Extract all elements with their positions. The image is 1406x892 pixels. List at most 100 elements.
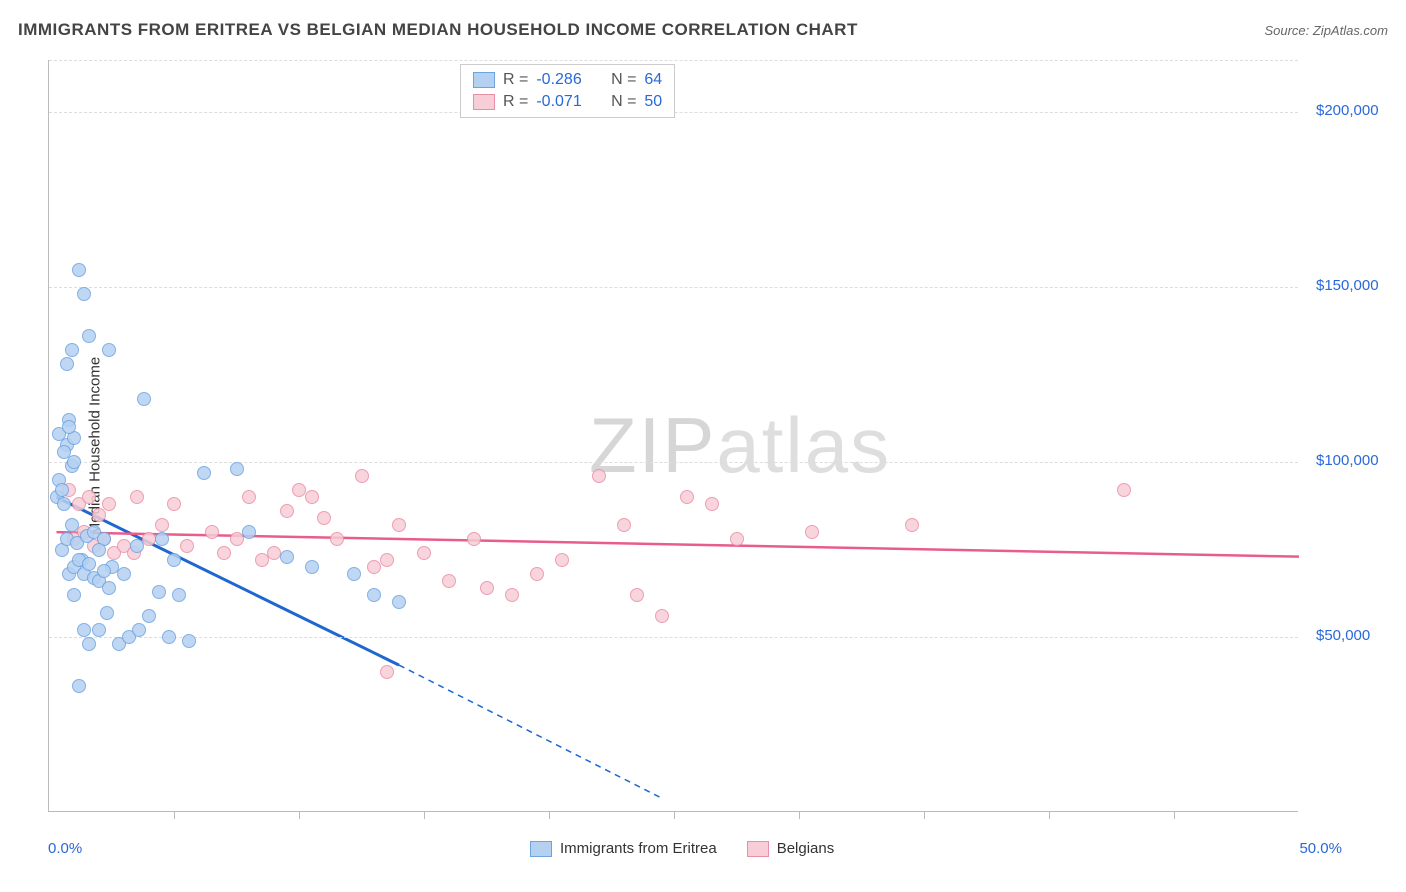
- data-point: [442, 574, 456, 588]
- data-point: [617, 518, 631, 532]
- data-point: [137, 392, 151, 406]
- correlation-legend: R = -0.286 N = 64 R = -0.071 N = 50: [460, 64, 675, 118]
- data-point: [280, 550, 294, 564]
- data-point: [905, 518, 919, 532]
- legend-n-label: N =: [611, 93, 636, 111]
- y-tick-label: $100,000: [1316, 452, 1379, 469]
- data-point: [305, 560, 319, 574]
- series-legend-item: Belgians: [747, 840, 835, 857]
- data-point: [180, 539, 194, 553]
- gridline-h: [49, 60, 1298, 61]
- data-point: [280, 504, 294, 518]
- data-point: [355, 469, 369, 483]
- data-point: [92, 543, 106, 557]
- data-point: [317, 511, 331, 525]
- data-point: [60, 357, 74, 371]
- data-point: [205, 525, 219, 539]
- data-point: [805, 525, 819, 539]
- data-point: [72, 263, 86, 277]
- chart-source: Source: ZipAtlas.com: [1264, 23, 1388, 38]
- data-point: [680, 490, 694, 504]
- data-point: [730, 532, 744, 546]
- chart-header: IMMIGRANTS FROM ERITREA VS BELGIAN MEDIA…: [18, 20, 1388, 40]
- data-point: [102, 497, 116, 511]
- data-point: [705, 497, 719, 511]
- data-point: [130, 490, 144, 504]
- legend-n-label: N =: [611, 71, 636, 89]
- data-point: [1117, 483, 1131, 497]
- data-point: [92, 623, 106, 637]
- x-tick: [424, 811, 425, 819]
- data-point: [242, 525, 256, 539]
- data-point: [655, 609, 669, 623]
- trend-lines: [49, 60, 1299, 812]
- data-point: [97, 564, 111, 578]
- series-legend-item: Immigrants from Eritrea: [530, 840, 717, 857]
- data-point: [367, 588, 381, 602]
- series-legend: Immigrants from Eritrea Belgians: [530, 840, 834, 857]
- data-point: [162, 630, 176, 644]
- data-point: [132, 623, 146, 637]
- legend-r-value: -0.286: [536, 71, 581, 89]
- series-legend-label: Belgians: [777, 840, 835, 857]
- gridline-h: [49, 287, 1298, 288]
- data-point: [117, 567, 131, 581]
- y-tick-label: $150,000: [1316, 277, 1379, 294]
- data-point: [67, 588, 81, 602]
- x-tick: [174, 811, 175, 819]
- data-point: [380, 665, 394, 679]
- data-point: [182, 634, 196, 648]
- data-point: [167, 497, 181, 511]
- data-point: [55, 483, 69, 497]
- plot-area: ZIPatlas: [48, 60, 1298, 812]
- x-tick: [1174, 811, 1175, 819]
- data-point: [65, 343, 79, 357]
- data-point: [347, 567, 361, 581]
- data-point: [155, 532, 169, 546]
- data-point: [230, 462, 244, 476]
- data-point: [102, 581, 116, 595]
- data-point: [167, 553, 181, 567]
- data-point: [100, 606, 114, 620]
- data-point: [330, 532, 344, 546]
- data-point: [480, 581, 494, 595]
- watermark: ZIPatlas: [589, 400, 891, 491]
- legend-r-value: -0.071: [536, 93, 581, 111]
- data-point: [172, 588, 186, 602]
- chart-title: IMMIGRANTS FROM ERITREA VS BELGIAN MEDIA…: [18, 20, 858, 40]
- data-point: [467, 532, 481, 546]
- data-point: [217, 546, 231, 560]
- data-point: [57, 497, 71, 511]
- data-point: [82, 490, 96, 504]
- data-point: [417, 546, 431, 560]
- data-point: [152, 585, 166, 599]
- x-axis-start-label: 0.0%: [48, 840, 82, 857]
- legend-swatch: [747, 841, 769, 857]
- data-point: [102, 343, 116, 357]
- x-tick: [674, 811, 675, 819]
- x-tick: [924, 811, 925, 819]
- data-point: [62, 420, 76, 434]
- data-point: [77, 623, 91, 637]
- legend-n-value: 64: [644, 71, 662, 89]
- trend-line-extrapolated: [399, 665, 662, 798]
- data-point: [505, 588, 519, 602]
- legend-n-value: 50: [644, 93, 662, 111]
- data-point: [142, 609, 156, 623]
- legend-row: R = -0.286 N = 64: [473, 69, 662, 91]
- legend-r-label: R =: [503, 93, 528, 111]
- data-point: [82, 557, 96, 571]
- x-tick: [1049, 811, 1050, 819]
- data-point: [65, 518, 79, 532]
- legend-swatch: [473, 72, 495, 88]
- data-point: [197, 466, 211, 480]
- data-point: [82, 329, 96, 343]
- x-tick: [299, 811, 300, 819]
- gridline-h: [49, 637, 1298, 638]
- y-tick-label: $50,000: [1316, 627, 1370, 644]
- x-tick: [799, 811, 800, 819]
- x-tick: [549, 811, 550, 819]
- data-point: [555, 553, 569, 567]
- data-point: [77, 287, 91, 301]
- data-point: [380, 553, 394, 567]
